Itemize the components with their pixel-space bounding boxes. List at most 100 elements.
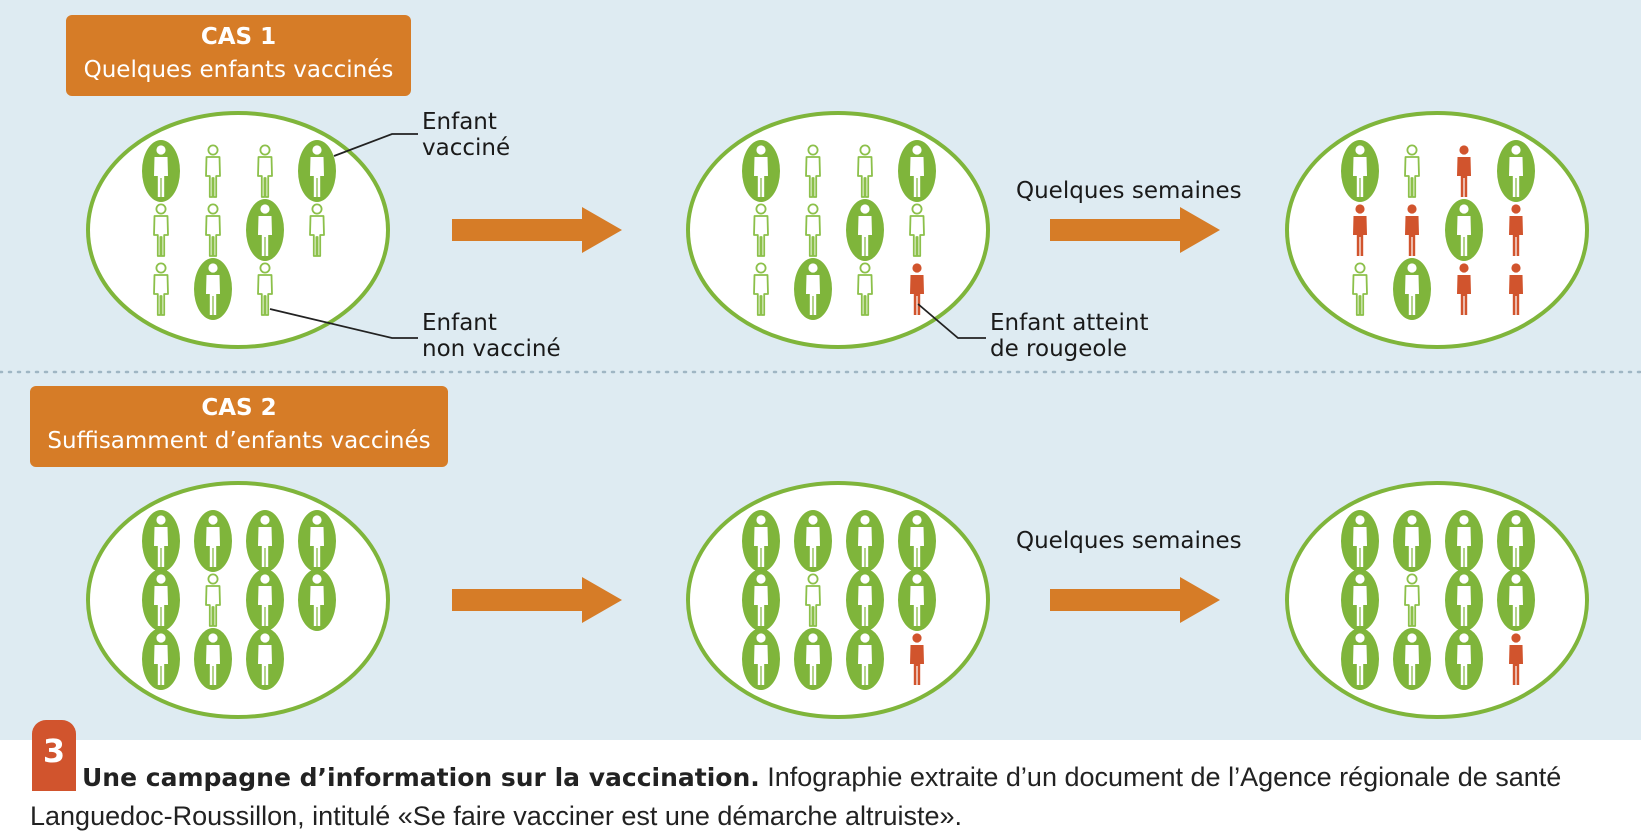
vaccinated-figure — [806, 633, 820, 685]
figure-caption: Une campagne d’information sur la vaccin… — [30, 758, 1620, 835]
child-vaccinated-4 — [898, 510, 936, 572]
arrows-layer — [452, 207, 1220, 623]
vaccinated-figure — [858, 574, 872, 626]
vaccinated-figure — [258, 515, 272, 567]
group-ellipse — [1285, 481, 1589, 719]
vaccinated-figure — [206, 263, 220, 315]
child-vaccinated-4 — [1497, 140, 1535, 202]
child-unvaccinated-3 — [257, 144, 273, 198]
annotation-vaccinated-line2: vacciné — [422, 135, 511, 161]
child-unvaccinated-6 — [205, 203, 221, 257]
child-infected-6 — [1405, 204, 1419, 256]
child-infected-12 — [1509, 263, 1523, 315]
child-vaccinated-3 — [846, 510, 884, 572]
group-ellipse — [686, 111, 990, 349]
vaccinated-figure — [858, 515, 872, 567]
child-unvaccinated-5 — [753, 203, 769, 257]
vaccinated-figure — [1509, 145, 1523, 197]
child-vaccinated-1 — [1341, 510, 1379, 572]
vaccinated-figure — [858, 633, 872, 685]
vaccinated-figure — [1509, 515, 1523, 567]
child-unvaccinated-2 — [805, 144, 821, 198]
vaccinated-figure — [806, 515, 820, 567]
child-vaccinated-3 — [246, 510, 284, 572]
vaccinated-figure — [910, 574, 924, 626]
vaccinated-figure — [310, 145, 324, 197]
child-unvaccinated-6 — [1404, 573, 1420, 627]
groups-layer — [86, 111, 1589, 719]
annotation-unvaccinated-line1: Enfant — [422, 310, 497, 336]
vaccinated-figure — [1405, 633, 1419, 685]
case-1-group-1 — [86, 111, 390, 349]
child-unvaccinated-2 — [1404, 144, 1420, 198]
child-infected-3 — [1457, 145, 1471, 197]
case-2-arrow-label: Quelques semaines — [1016, 528, 1242, 554]
vaccinated-figure — [154, 633, 168, 685]
child-vaccinated-2 — [1393, 510, 1431, 572]
child-vaccinated-10 — [794, 258, 832, 320]
child-unvaccinated-6 — [205, 573, 221, 627]
vaccinated-figure — [206, 633, 220, 685]
vaccinated-figure — [1353, 145, 1367, 197]
case-1-arrow-2 — [1050, 207, 1220, 253]
case-2-subtitle: Suffisamment d’enfants vaccinés — [47, 428, 431, 454]
case-1-title: CAS 1 — [200, 24, 277, 50]
child-unvaccinated-5 — [153, 203, 169, 257]
vaccinated-figure — [1353, 515, 1367, 567]
vaccination-diagram — [0, 0, 1641, 740]
child-vaccinated-10 — [1393, 258, 1431, 320]
case-1-subtitle: Quelques enfants vaccinés — [83, 57, 394, 83]
child-vaccinated-10 — [194, 628, 232, 690]
child-unvaccinated-2 — [205, 144, 221, 198]
child-infected-11 — [1457, 263, 1471, 315]
vaccinated-figure — [310, 574, 324, 626]
child-vaccinated-9 — [742, 628, 780, 690]
child-vaccinated-2 — [194, 510, 232, 572]
vaccinated-figure — [1353, 633, 1367, 685]
vaccinated-figure — [910, 145, 924, 197]
vaccinated-figure — [258, 204, 272, 256]
vaccinated-figure — [1509, 574, 1523, 626]
vaccinated-figure — [754, 145, 768, 197]
case-2-group-3 — [1285, 481, 1589, 719]
case-2-label: CAS 2 Suffisamment d’enfants vaccinés — [30, 386, 448, 467]
leader-infected — [917, 303, 986, 339]
vaccinated-figure — [754, 633, 768, 685]
case-1-arrow-1 — [452, 207, 622, 253]
child-unvaccinated-8 — [309, 203, 325, 257]
vaccinated-figure — [1457, 633, 1471, 685]
child-vaccinated-4 — [298, 140, 336, 202]
child-unvaccinated-11 — [257, 262, 273, 316]
child-vaccinated-11 — [846, 628, 884, 690]
annotation-unvaccinated-line2: non vacciné — [422, 336, 561, 362]
vaccinated-figure — [754, 515, 768, 567]
child-unvaccinated-3 — [857, 144, 873, 198]
group-ellipse — [1285, 111, 1589, 349]
child-vaccinated-4 — [298, 510, 336, 572]
vaccinated-figure — [1405, 263, 1419, 315]
case-1-label: CAS 1 Quelques enfants vaccinés — [66, 15, 411, 96]
leader-lines — [269, 133, 986, 339]
child-vaccinated-8 — [898, 569, 936, 631]
child-vaccinated-7 — [246, 199, 284, 261]
child-vaccinated-1 — [742, 510, 780, 572]
vaccinated-figure — [1457, 515, 1471, 567]
vaccinated-figure — [154, 145, 168, 197]
annotation-unvaccinated: Enfant non vacciné — [422, 310, 561, 362]
child-vaccinated-8 — [298, 569, 336, 631]
child-infected-12 — [1509, 633, 1523, 685]
child-unvaccinated-11 — [857, 262, 873, 316]
group-ellipse — [86, 481, 390, 719]
child-vaccinated-11 — [246, 628, 284, 690]
child-vaccinated-9 — [142, 628, 180, 690]
child-unvaccinated-9 — [1352, 262, 1368, 316]
case-1-group-2 — [686, 111, 990, 349]
child-vaccinated-1 — [742, 140, 780, 202]
child-vaccinated-10 — [1393, 628, 1431, 690]
group-ellipse — [86, 111, 390, 349]
child-vaccinated-1 — [1341, 140, 1379, 202]
child-vaccinated-7 — [246, 569, 284, 631]
child-vaccinated-11 — [1445, 628, 1483, 690]
vaccinated-figure — [1353, 574, 1367, 626]
case-2-group-2 — [686, 481, 990, 719]
